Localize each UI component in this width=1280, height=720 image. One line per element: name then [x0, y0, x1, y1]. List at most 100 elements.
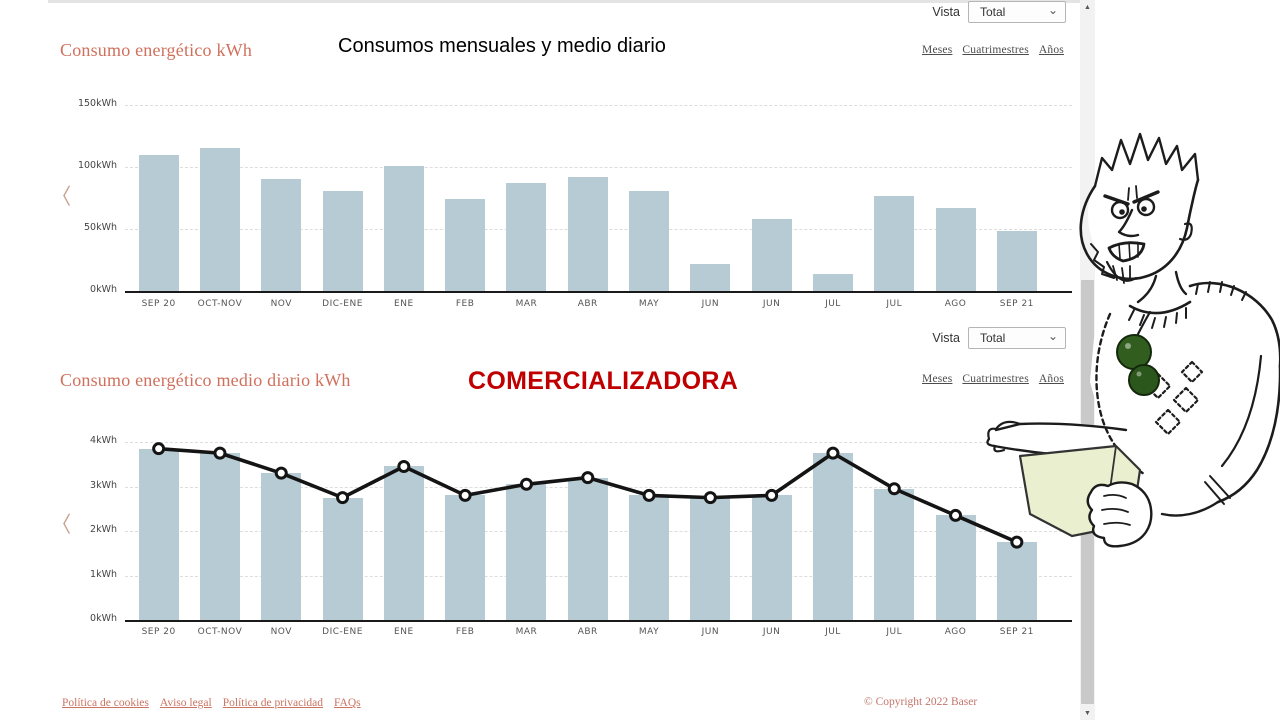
bar-ene: [383, 466, 424, 620]
link-faqs[interactable]: FAQs: [334, 697, 361, 709]
bar-dic-ene: [322, 190, 363, 291]
bar-sep-20: [138, 154, 179, 291]
scroll-down-icon[interactable]: ▼: [1084, 709, 1091, 717]
x-tick-label: MAY: [638, 627, 660, 637]
bar-may: [629, 190, 670, 291]
cartoon-left-arm: [988, 422, 1130, 466]
view-selector-row-2: Vista Total ⌄: [932, 327, 1066, 349]
bar-jul: [812, 453, 853, 620]
bar-jun: [690, 263, 731, 291]
y-gridline: [125, 167, 1072, 168]
cartoon-torso: [1090, 274, 1280, 576]
bar-ago: [935, 207, 976, 291]
x-tick-label: ABR: [577, 627, 598, 637]
x-tick-label: NOV: [270, 627, 292, 637]
copyright-text: © Copyright 2022 Baser: [864, 696, 978, 708]
y-tick-label: 50kWh: [83, 222, 117, 233]
link-aviso-legal[interactable]: Aviso legal: [159, 697, 212, 709]
link-politica-privacidad[interactable]: Política de privacidad: [222, 697, 324, 709]
vista-selected-value: Total: [980, 331, 1006, 345]
y-tick-label: 0kWh: [90, 284, 117, 295]
view-selector-row-1: Vista Total ⌄: [932, 1, 1066, 23]
annotation-caption-top: Consumos mensuales y medio diario: [338, 35, 666, 57]
bar-oct-nov: [199, 453, 240, 620]
x-tick-label: OCT-NOV: [197, 299, 243, 309]
x-tick-label: OCT-NOV: [197, 627, 243, 637]
argyle-pattern: [1144, 360, 1204, 436]
link-meses[interactable]: Meses: [922, 44, 953, 56]
chart2-title: Consumo energético medio diario kWh: [60, 370, 351, 390]
bar-sep-21: [996, 231, 1037, 291]
chart1-title: Consumo energético kWh: [60, 40, 253, 60]
bar-nov: [261, 473, 302, 620]
x-tick-label: ABR: [577, 299, 598, 309]
bar-jul: [812, 273, 853, 291]
fist: [1086, 481, 1153, 548]
vista-select-2[interactable]: Total ⌄: [968, 327, 1066, 349]
y-tick-label: 0kWh: [90, 613, 117, 624]
x-tick-label: FEB: [455, 299, 475, 309]
x-axis: [125, 620, 1072, 622]
cartoon-neck: [1130, 270, 1186, 310]
bar-jun: [690, 497, 731, 620]
y-tick-label: 150kWh: [77, 98, 117, 109]
footer-links: Política de cookies Aviso legal Política…: [62, 697, 361, 709]
link-anos[interactable]: Años: [1038, 44, 1064, 56]
x-tick-label: JUL: [886, 299, 903, 309]
bar-sep-21: [996, 542, 1037, 620]
x-tick-label: SEP 21: [999, 627, 1034, 637]
y-tick-label: 4kWh: [90, 435, 117, 446]
x-tick-label: SEP 20: [141, 299, 176, 309]
chart2-prev-button[interactable]: 〈: [52, 512, 72, 538]
x-tick-label: MAR: [515, 299, 538, 309]
scrollbar-thumb[interactable]: [1081, 280, 1094, 704]
link-cuatrimestres[interactable]: Cuatrimestres: [962, 373, 1029, 385]
vista-label: Vista: [932, 5, 960, 19]
period-links-2: Meses Cuatrimestres Años: [922, 373, 1064, 385]
bar-nov: [261, 179, 302, 291]
y-tick-label: 100kWh: [77, 160, 117, 171]
link-anos[interactable]: Años: [1038, 373, 1064, 385]
chart1-prev-button[interactable]: 〈: [52, 184, 72, 210]
scroll-up-icon[interactable]: ▲: [1084, 3, 1091, 11]
bar-jun: [751, 495, 792, 620]
page-top-divider: [48, 0, 1080, 3]
select-caret-icon: ⌄: [1047, 3, 1058, 17]
vertical-scrollbar[interactable]: ▲ ▼: [1080, 0, 1095, 720]
y-tick-label: 1kWh: [90, 568, 117, 580]
cartoon-head: [1088, 146, 1198, 282]
bar-mar: [506, 484, 547, 620]
period-links-1: Meses Cuatrimestres Años: [922, 44, 1064, 56]
x-tick-label: JUN: [762, 627, 781, 637]
link-politica-cookies[interactable]: Política de cookies: [62, 697, 149, 709]
link-cuatrimestres[interactable]: Cuatrimestres: [962, 44, 1029, 56]
bar-jun: [751, 219, 792, 291]
vista-select-1[interactable]: Total ⌄: [968, 1, 1066, 23]
x-tick-label: JUL: [825, 299, 841, 309]
x-tick-label: NOV: [270, 299, 292, 309]
y-tick-label: 3kWh: [90, 479, 117, 491]
x-tick-label: JUL: [825, 627, 841, 637]
bar-oct-nov: [199, 148, 240, 291]
bar-abr: [567, 176, 608, 291]
x-tick-label: SEP 21: [999, 299, 1034, 309]
y-gridline: [125, 105, 1072, 106]
x-axis: [125, 291, 1072, 293]
link-meses[interactable]: Meses: [922, 373, 953, 385]
bar-jul: [874, 488, 915, 620]
bar-feb: [445, 495, 486, 620]
vista-selected-value: Total: [980, 5, 1006, 19]
bar-jul: [874, 195, 915, 291]
bar-dic-ene: [322, 497, 363, 620]
bar-ene: [383, 165, 424, 291]
bar-sep-20: [138, 448, 179, 620]
bar-feb: [445, 199, 486, 291]
annotation-caption-middle: COMERCIALIZADORA: [468, 367, 739, 395]
sunglasses-lens: [1128, 364, 1160, 396]
x-tick-label: MAR: [515, 627, 538, 637]
bar-abr: [567, 477, 608, 620]
x-tick-label: FEB: [455, 627, 475, 637]
bar-may: [629, 495, 670, 620]
x-tick-label: MAY: [638, 299, 660, 309]
x-tick-label: JUN: [762, 299, 781, 309]
